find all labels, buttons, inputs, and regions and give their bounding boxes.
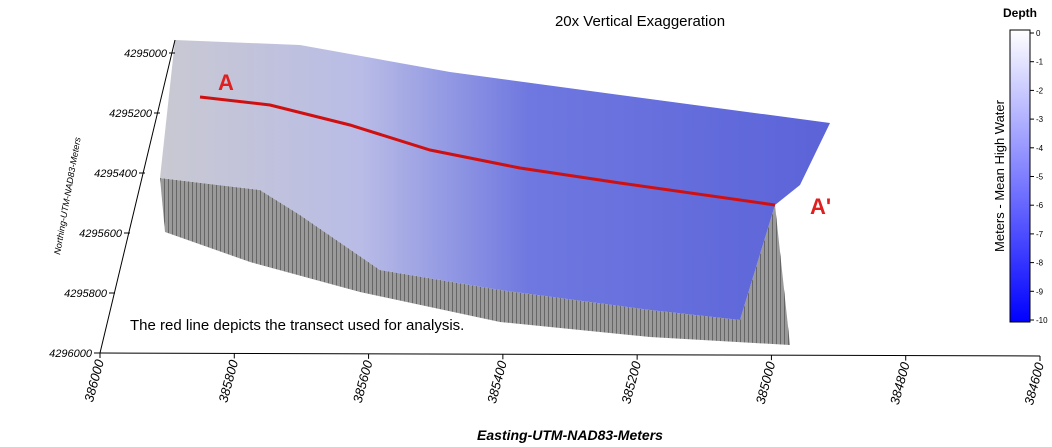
annotation: The red line depicts the transect used f…	[130, 317, 464, 334]
bathymetry-figure: A A' 20x Vertical Exaggeration The red l…	[0, 0, 1052, 447]
colorbar-label: Meters - Mean High Water	[992, 99, 1007, 252]
transect-end: A'	[810, 194, 831, 219]
colorbar-tick-label: -10	[1036, 316, 1048, 325]
x-tick-label: 385800	[215, 358, 241, 405]
x-axis-line	[100, 353, 1040, 356]
y-tick-label: 4296000	[49, 348, 93, 360]
x-tick-label: 385200	[618, 359, 644, 406]
colorbar-tick-label: -7	[1036, 230, 1044, 239]
y-tick-label: 4295400	[94, 168, 138, 180]
colorbar-tick-label: -2	[1036, 86, 1044, 95]
colorbar	[1010, 30, 1030, 322]
surface-top	[160, 40, 830, 320]
x-tick-label: 385400	[484, 358, 510, 405]
colorbar-tick-label: -8	[1036, 259, 1044, 268]
y-tick-label: 4295600	[79, 228, 123, 240]
colorbar-tick-label: 0	[1036, 29, 1041, 38]
colorbar-tick-label: -9	[1036, 287, 1044, 296]
colorbar-tick-label: -4	[1036, 144, 1044, 153]
y-tick-label: 4295200	[109, 108, 153, 120]
colorbar-tick-label: -5	[1036, 173, 1044, 182]
x-tick-label: 386000	[81, 357, 107, 404]
x-tick-label: 384600	[1021, 360, 1047, 407]
x-tick-label: 384800	[887, 360, 913, 407]
x-tick-label: 385000	[753, 359, 779, 406]
x-axis-label: Easting-UTM-NAD83-Meters	[477, 427, 663, 443]
colorbar-tick-label: -1	[1036, 58, 1044, 67]
figure: A A' 20x Vertical Exaggeration The red l…	[0, 0, 1052, 447]
colorbar-tick-label: -3	[1036, 115, 1044, 124]
y-axis-label: Northing-UTM-NAD83-Meters	[52, 136, 83, 255]
x-tick-label: 385600	[350, 358, 376, 405]
transect-start: A	[218, 70, 234, 95]
y-tick-label: 4295000	[124, 48, 168, 60]
colorbar-title: Depth	[1003, 6, 1037, 20]
y-tick-label: 4295800	[64, 288, 108, 300]
colorbar-tick-label: -6	[1036, 201, 1044, 210]
title: 20x Vertical Exaggeration	[555, 13, 725, 30]
